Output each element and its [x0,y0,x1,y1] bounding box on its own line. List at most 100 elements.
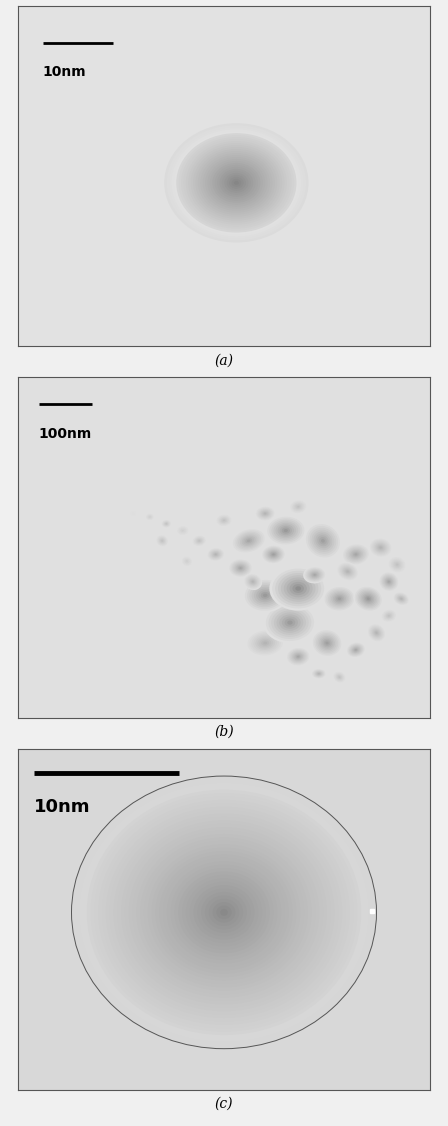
Ellipse shape [241,536,256,546]
Ellipse shape [388,581,390,583]
Ellipse shape [220,169,253,197]
Ellipse shape [254,587,276,604]
Ellipse shape [382,574,396,589]
Ellipse shape [177,526,188,535]
Ellipse shape [339,677,340,678]
Ellipse shape [218,516,230,525]
Ellipse shape [380,573,397,590]
Ellipse shape [316,633,338,653]
Ellipse shape [190,882,258,944]
Ellipse shape [337,674,342,679]
Ellipse shape [211,551,220,557]
Ellipse shape [342,566,353,577]
Ellipse shape [90,793,358,1031]
Ellipse shape [87,789,361,1035]
Ellipse shape [121,821,327,1004]
Ellipse shape [162,540,163,542]
Ellipse shape [148,844,300,981]
Ellipse shape [297,655,299,658]
Ellipse shape [386,579,392,584]
Ellipse shape [72,776,376,1048]
Ellipse shape [342,544,370,565]
Ellipse shape [261,545,286,564]
Ellipse shape [157,536,167,546]
Ellipse shape [75,779,373,1045]
Ellipse shape [254,635,277,651]
Ellipse shape [388,615,390,616]
Ellipse shape [113,814,335,1011]
Ellipse shape [205,895,243,929]
Ellipse shape [365,596,371,601]
Ellipse shape [212,902,236,922]
Ellipse shape [214,553,218,556]
Ellipse shape [132,512,134,515]
Ellipse shape [162,520,170,527]
Ellipse shape [237,531,261,549]
Ellipse shape [394,592,409,605]
Ellipse shape [335,595,345,602]
Ellipse shape [335,673,344,681]
Ellipse shape [303,566,326,583]
Ellipse shape [235,530,263,551]
Ellipse shape [130,511,136,516]
Ellipse shape [174,868,274,957]
Ellipse shape [375,632,377,634]
Ellipse shape [350,645,362,654]
Ellipse shape [146,513,154,520]
Ellipse shape [222,519,226,521]
Ellipse shape [182,557,191,565]
Ellipse shape [159,855,289,971]
Ellipse shape [181,556,192,566]
Ellipse shape [205,157,267,208]
Ellipse shape [276,522,296,538]
Ellipse shape [330,591,349,607]
Ellipse shape [234,563,247,573]
Ellipse shape [369,625,384,641]
Ellipse shape [147,515,153,519]
Ellipse shape [306,524,340,557]
Ellipse shape [276,613,303,633]
Ellipse shape [375,631,379,635]
Ellipse shape [148,516,151,518]
Ellipse shape [132,512,135,515]
Ellipse shape [252,586,279,606]
Ellipse shape [383,611,394,620]
Ellipse shape [261,510,269,517]
Ellipse shape [267,517,304,544]
Ellipse shape [167,861,281,964]
Ellipse shape [263,602,317,643]
Ellipse shape [281,575,315,601]
Ellipse shape [193,536,206,546]
Ellipse shape [344,569,351,574]
Ellipse shape [355,587,382,610]
Ellipse shape [370,538,391,556]
Ellipse shape [207,159,265,207]
Ellipse shape [181,137,292,229]
Ellipse shape [131,511,136,516]
Ellipse shape [243,537,254,545]
Ellipse shape [317,535,328,546]
Ellipse shape [129,828,319,998]
Ellipse shape [222,171,251,195]
Ellipse shape [331,592,348,606]
Ellipse shape [261,592,270,599]
Ellipse shape [400,598,403,600]
Ellipse shape [270,552,277,557]
Text: (c): (c) [215,1097,233,1110]
Ellipse shape [245,580,285,610]
Ellipse shape [156,535,168,546]
Ellipse shape [314,671,323,677]
Ellipse shape [372,628,381,637]
Ellipse shape [317,672,320,674]
Ellipse shape [310,528,336,554]
Ellipse shape [388,615,390,617]
Ellipse shape [210,161,263,205]
Ellipse shape [319,636,335,650]
Ellipse shape [246,575,259,588]
Ellipse shape [95,796,353,1028]
Ellipse shape [314,670,324,677]
Ellipse shape [212,552,220,557]
Ellipse shape [158,537,167,545]
Ellipse shape [384,611,393,619]
Text: 10nm: 10nm [34,798,91,816]
